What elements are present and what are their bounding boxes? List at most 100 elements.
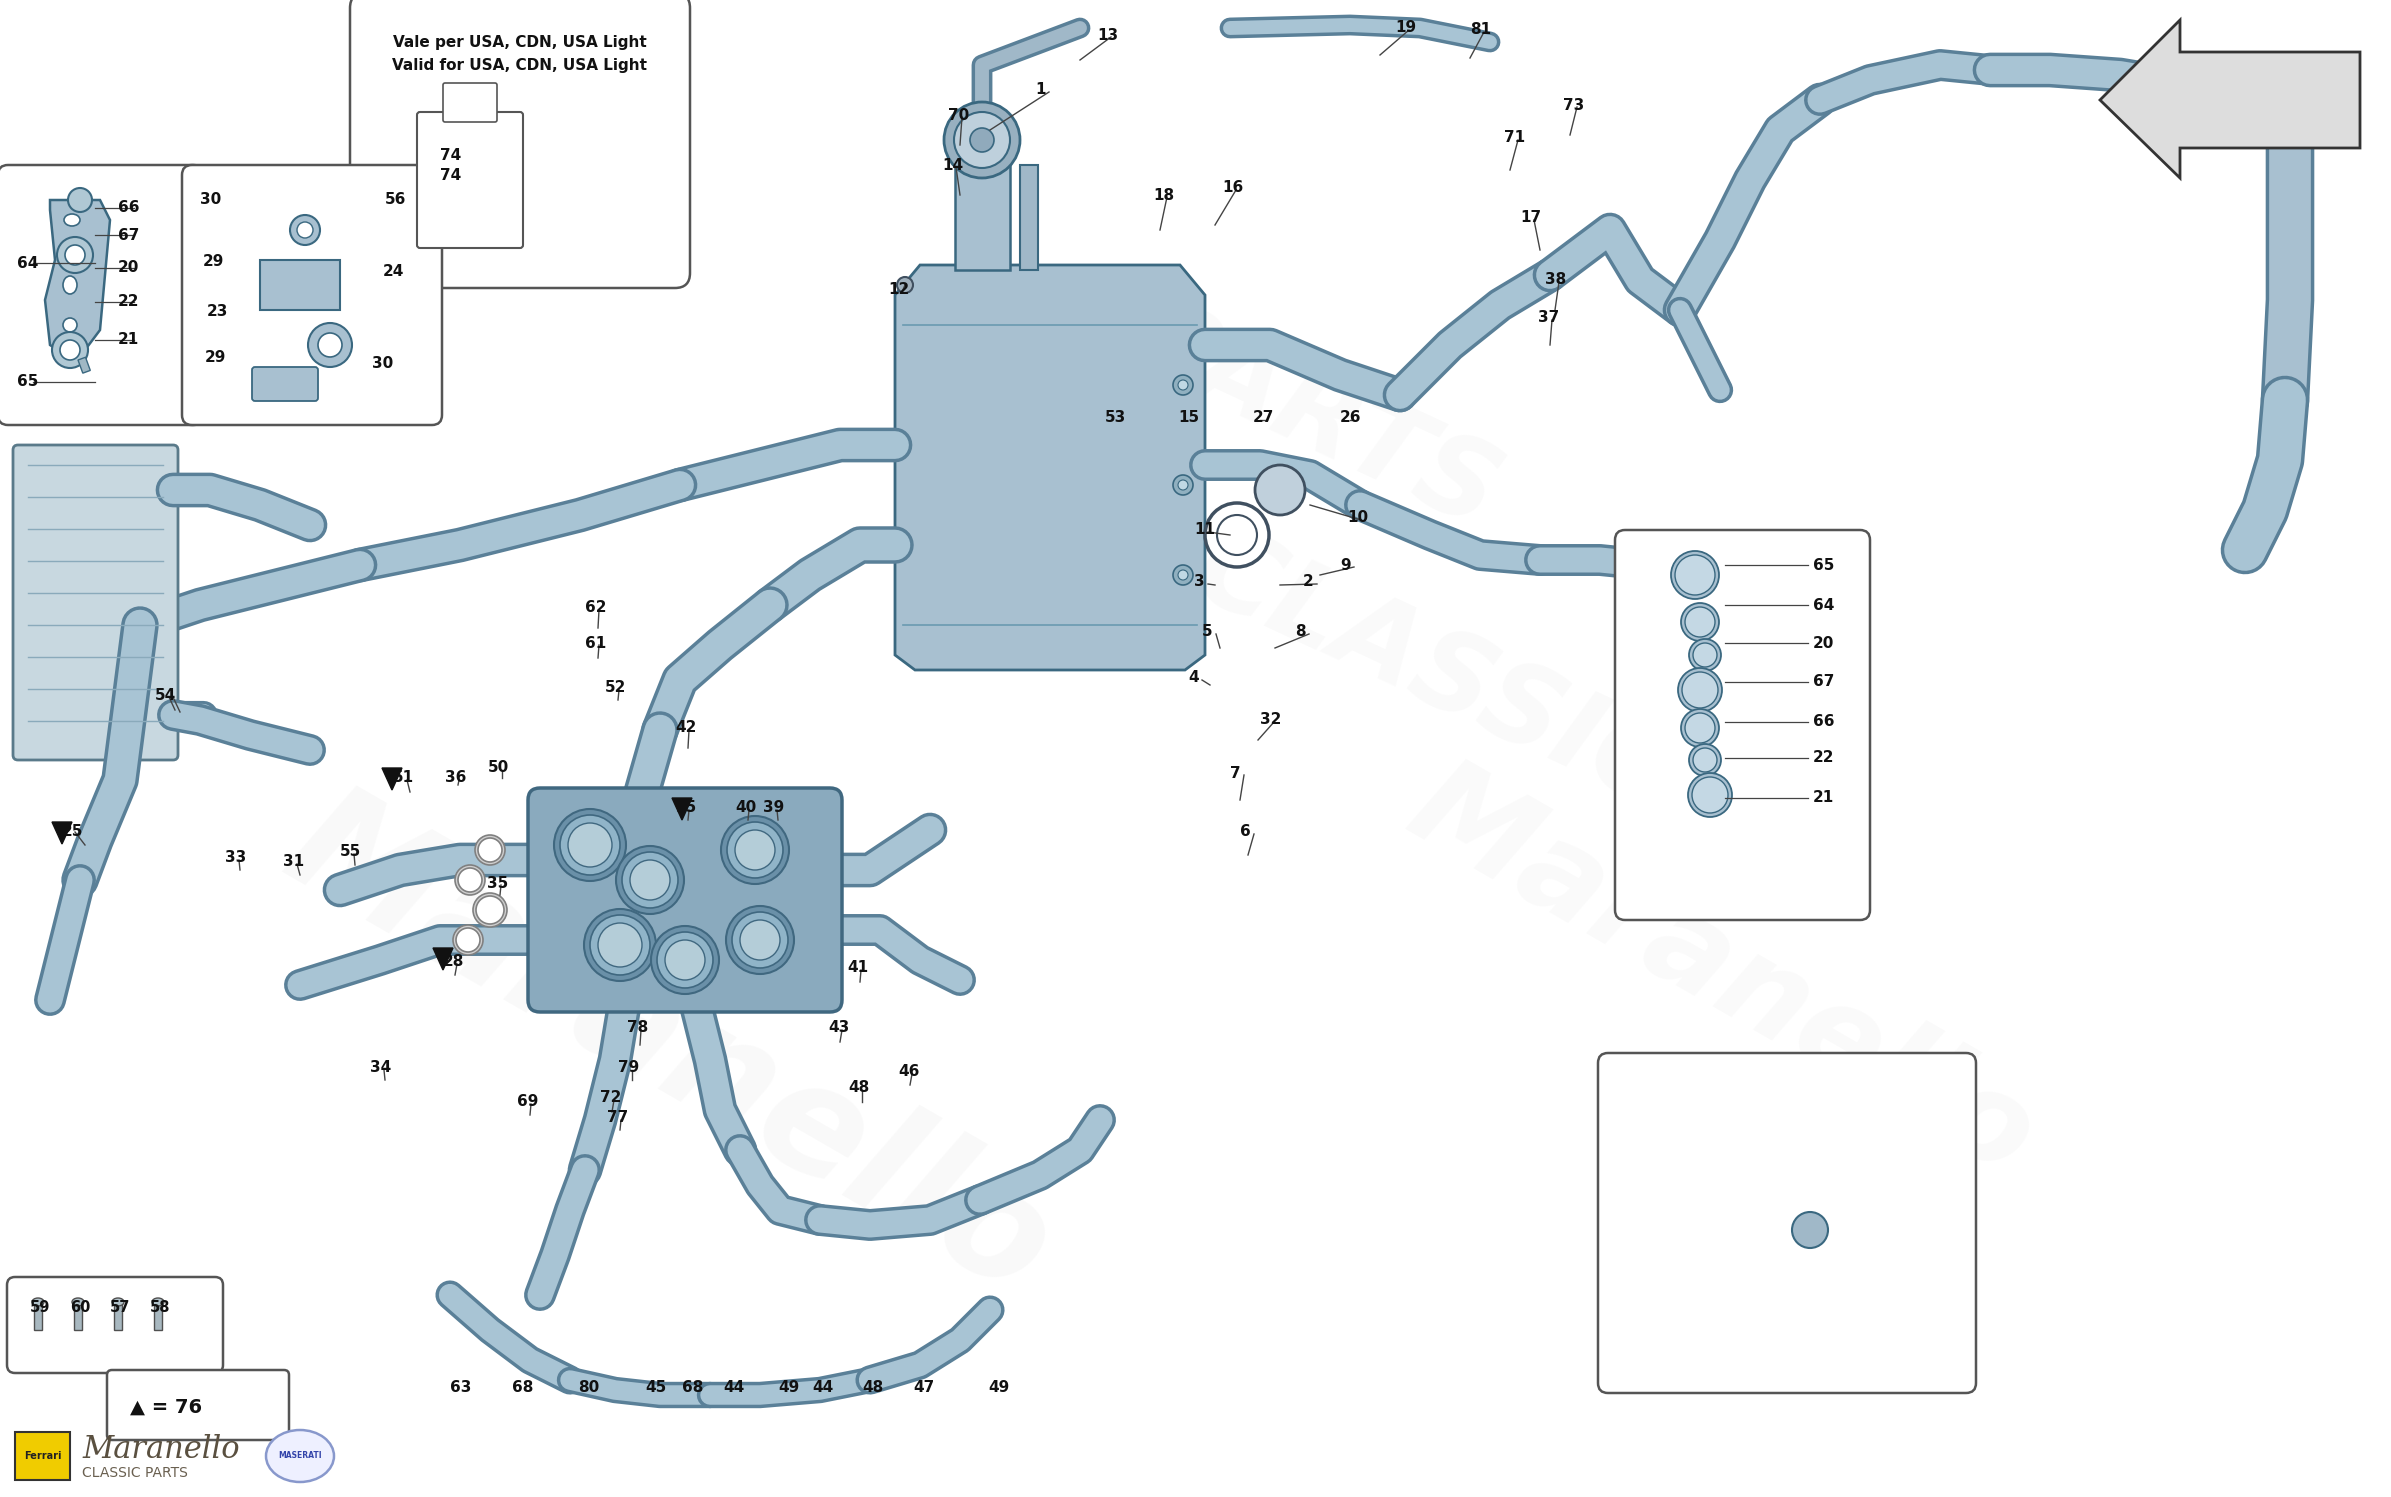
Bar xyxy=(261,260,340,310)
Circle shape xyxy=(318,332,342,356)
Ellipse shape xyxy=(265,1430,335,1482)
Text: 26: 26 xyxy=(1339,410,1360,425)
Text: 24: 24 xyxy=(383,265,404,280)
Circle shape xyxy=(459,868,483,892)
Text: 2: 2 xyxy=(1303,575,1313,590)
Text: 29: 29 xyxy=(206,350,227,365)
Text: 36: 36 xyxy=(445,771,466,786)
FancyBboxPatch shape xyxy=(108,1370,289,1440)
Ellipse shape xyxy=(62,275,77,293)
Text: 44: 44 xyxy=(722,1380,744,1395)
Circle shape xyxy=(1179,380,1188,391)
Text: 6: 6 xyxy=(1241,825,1250,840)
Circle shape xyxy=(1174,564,1193,585)
Ellipse shape xyxy=(62,317,77,332)
Text: 22: 22 xyxy=(117,295,139,310)
FancyBboxPatch shape xyxy=(1614,530,1870,921)
Circle shape xyxy=(1671,551,1719,599)
Circle shape xyxy=(591,915,650,975)
Text: 68: 68 xyxy=(512,1380,533,1395)
Text: 68: 68 xyxy=(681,1380,703,1395)
Circle shape xyxy=(1688,639,1722,671)
Polygon shape xyxy=(45,201,110,355)
Circle shape xyxy=(598,924,643,967)
Bar xyxy=(115,1302,122,1329)
Text: 55: 55 xyxy=(340,844,361,859)
Ellipse shape xyxy=(112,1298,124,1305)
Circle shape xyxy=(971,129,995,153)
Text: 20: 20 xyxy=(117,260,139,275)
Text: 33: 33 xyxy=(225,850,246,865)
Circle shape xyxy=(1676,555,1714,594)
Text: 31: 31 xyxy=(282,855,304,870)
Circle shape xyxy=(53,332,88,368)
Circle shape xyxy=(739,921,779,960)
FancyBboxPatch shape xyxy=(7,1277,222,1373)
Circle shape xyxy=(732,912,789,969)
Text: 54: 54 xyxy=(155,687,177,702)
Polygon shape xyxy=(672,798,691,820)
Text: 58: 58 xyxy=(151,1299,170,1314)
Circle shape xyxy=(1681,710,1719,747)
Text: 44: 44 xyxy=(813,1380,832,1395)
Text: 45: 45 xyxy=(646,1380,667,1395)
Text: 10: 10 xyxy=(1346,510,1368,525)
Polygon shape xyxy=(53,822,72,844)
Ellipse shape xyxy=(72,1298,84,1305)
FancyBboxPatch shape xyxy=(0,165,203,425)
Text: 79: 79 xyxy=(617,1060,638,1075)
Text: 50: 50 xyxy=(488,760,509,775)
Bar xyxy=(954,145,1009,269)
Circle shape xyxy=(1179,481,1188,490)
FancyBboxPatch shape xyxy=(349,0,691,287)
Text: 67: 67 xyxy=(117,228,139,243)
Text: 34: 34 xyxy=(371,1060,392,1075)
Text: 49: 49 xyxy=(987,1380,1009,1395)
Text: 1: 1 xyxy=(1035,82,1045,97)
Text: 72: 72 xyxy=(600,1090,622,1105)
Circle shape xyxy=(57,237,93,272)
Circle shape xyxy=(308,323,351,367)
Circle shape xyxy=(1686,713,1714,743)
Circle shape xyxy=(665,940,705,981)
Ellipse shape xyxy=(31,1298,43,1305)
Circle shape xyxy=(296,222,313,238)
Text: 37: 37 xyxy=(1537,310,1559,325)
Text: 22: 22 xyxy=(1812,750,1834,765)
Circle shape xyxy=(1688,772,1731,817)
Text: 64: 64 xyxy=(1812,597,1834,612)
FancyBboxPatch shape xyxy=(528,787,842,1012)
Text: 29: 29 xyxy=(203,254,225,269)
Circle shape xyxy=(1205,503,1270,567)
Text: Maranello: Maranello xyxy=(1389,746,2054,1201)
Circle shape xyxy=(722,816,789,885)
Circle shape xyxy=(1686,606,1714,638)
Text: 18: 18 xyxy=(1152,187,1174,202)
Text: 67: 67 xyxy=(1812,675,1834,690)
Text: 75: 75 xyxy=(674,801,696,816)
Bar xyxy=(79,358,91,373)
Circle shape xyxy=(65,246,86,265)
Circle shape xyxy=(617,846,684,915)
Circle shape xyxy=(1678,668,1722,713)
Text: 30: 30 xyxy=(201,193,222,208)
Text: 11: 11 xyxy=(1193,522,1215,537)
Bar xyxy=(153,1302,163,1329)
Polygon shape xyxy=(894,265,1205,671)
Text: 25: 25 xyxy=(62,825,84,840)
Circle shape xyxy=(1693,748,1717,772)
Polygon shape xyxy=(383,768,402,790)
Text: 40: 40 xyxy=(734,801,756,816)
Circle shape xyxy=(289,216,320,246)
Text: Valid for USA, CDN, USA Light: Valid for USA, CDN, USA Light xyxy=(392,58,648,73)
Circle shape xyxy=(1693,644,1717,668)
Circle shape xyxy=(1693,777,1729,813)
Text: 38: 38 xyxy=(1545,272,1566,287)
Text: 15: 15 xyxy=(1179,410,1200,425)
Circle shape xyxy=(897,277,913,293)
Circle shape xyxy=(1174,376,1193,395)
Circle shape xyxy=(622,852,679,909)
Text: 4: 4 xyxy=(1188,671,1198,686)
Text: 81: 81 xyxy=(1470,22,1492,37)
Text: Ferrari: Ferrari xyxy=(24,1451,62,1461)
